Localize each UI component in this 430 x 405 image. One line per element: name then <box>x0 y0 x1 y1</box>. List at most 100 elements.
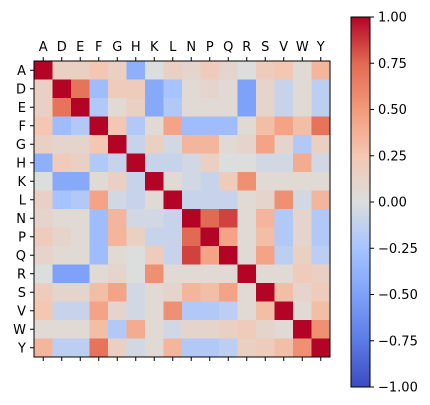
heatmap-cell-H-N <box>182 153 201 173</box>
heatmap-cell-G-V <box>274 135 294 154</box>
heatmap-cell-F-R <box>237 116 257 136</box>
heatmap-cell-R-D <box>52 264 72 284</box>
heatmap-cell-A-S <box>256 61 275 80</box>
colorbar-tick-label: −0.75 <box>378 334 418 349</box>
heatmap-cell-N-R <box>237 209 257 228</box>
heatmap-cell-K-A <box>34 172 53 191</box>
x-tick-label: Y <box>316 40 325 55</box>
colorbar-tick-label: 0.75 <box>378 57 407 72</box>
heatmap-cell-K-L <box>163 172 183 191</box>
heatmap-cell-W-N <box>182 320 201 339</box>
heatmap-cell-S-D <box>52 283 72 302</box>
heatmap-cell-F-L <box>163 116 183 136</box>
heatmap-cell-H-W <box>293 153 312 173</box>
heatmap-cell-G-H <box>126 135 146 154</box>
heatmap-cell-P-G <box>108 227 127 247</box>
heatmap-cell-R-P <box>200 264 220 284</box>
heatmap-cell-L-H <box>126 190 146 210</box>
heatmap-cell-Q-Q <box>219 246 238 265</box>
x-tick-label: L <box>169 40 177 55</box>
x-tick-label: A <box>39 40 48 55</box>
heatmap-cell-P-R <box>237 227 257 247</box>
colorbar-tick-label: 0.50 <box>378 103 407 118</box>
heatmap-cell-Y-L <box>163 338 183 358</box>
x-tick-label: Q <box>223 40 233 55</box>
y-tick-label: E <box>18 101 26 116</box>
heatmap-cell-N-L <box>163 209 183 228</box>
y-tick-label: D <box>16 82 26 97</box>
heatmap-cell-W-V <box>274 320 294 339</box>
heatmap-cell-L-A <box>34 190 53 210</box>
y-tick-label: R <box>17 267 26 282</box>
heatmap-cell-P-Y <box>311 227 331 247</box>
x-tick-label: R <box>242 40 251 55</box>
heatmap-cell-R-E <box>71 264 90 284</box>
heatmap-cell-A-W <box>293 61 312 80</box>
heatmap-cell-R-V <box>274 264 294 284</box>
heatmap-cell-H-D <box>52 153 72 173</box>
heatmap-cell-Q-S <box>256 246 275 265</box>
heatmap-cell-W-F <box>89 320 109 339</box>
heatmap-cell-Q-D <box>52 246 72 265</box>
heatmap-cell-L-S <box>256 190 275 210</box>
heatmap-cell-R-A <box>34 264 53 284</box>
heatmap-cell-D-D <box>52 79 72 99</box>
heatmap-cell-S-Y <box>311 283 331 302</box>
heatmap-cell-W-G <box>108 320 127 339</box>
heatmap-cell-L-F <box>89 190 109 210</box>
heatmap-cell-P-E <box>71 227 90 247</box>
heatmap-cell-G-P <box>200 135 220 154</box>
heatmap-cell-E-S <box>256 98 275 117</box>
heatmap-cell-H-K <box>145 153 164 173</box>
heatmap-cell-G-G <box>108 135 127 154</box>
heatmap-cell-Y-D <box>52 338 72 358</box>
heatmap-cell-V-Y <box>311 301 331 321</box>
x-tick-label: F <box>95 40 102 55</box>
heatmap-cell-S-W <box>293 283 312 302</box>
heatmap-cell-G-S <box>256 135 275 154</box>
heatmap-cell-A-N <box>182 61 201 80</box>
heatmap-cell-L-G <box>108 190 127 210</box>
heatmap-cell-G-Q <box>219 135 238 154</box>
heatmap-cell-N-H <box>126 209 146 228</box>
heatmap-cell-V-P <box>200 301 220 321</box>
heatmap-cell-Q-W <box>293 246 312 265</box>
heatmap-cell-Y-R <box>237 338 257 358</box>
heatmap-cell-A-Y <box>311 61 331 80</box>
heatmap-cell-K-N <box>182 172 201 191</box>
heatmap-cell-G-E <box>71 135 90 154</box>
heatmap-cell-H-H <box>126 153 146 173</box>
heatmap-cell-S-K <box>145 283 164 302</box>
heatmap-cell-F-W <box>293 116 312 136</box>
heatmap-cell-W-W <box>293 320 312 339</box>
heatmap-cell-A-L <box>163 61 183 80</box>
y-tick-label: K <box>17 175 26 190</box>
heatmap-cell-W-R <box>237 320 257 339</box>
heatmap-cell-Y-P <box>200 338 220 358</box>
heatmap-cell-N-Q <box>219 209 238 228</box>
colorbar-tick-label: 0.25 <box>378 149 407 164</box>
heatmap-cell-P-K <box>145 227 164 247</box>
heatmap-cell-E-W <box>293 98 312 117</box>
heatmap-cell-E-G <box>108 98 127 117</box>
heatmap-cell-Q-A <box>34 246 53 265</box>
x-tick-label: G <box>112 40 122 55</box>
heatmap-cell-H-A <box>34 153 53 173</box>
y-tick-label: N <box>16 212 26 227</box>
heatmap-cell-A-H <box>126 61 146 80</box>
colorbar: −1.00 −0.75 −0.50 −0.25 0.00 0.25 0.50 0.75 1.00 <box>350 11 418 396</box>
heatmap-cell-S-V <box>274 283 294 302</box>
heatmap-cell-V-F <box>89 301 109 321</box>
heatmap-cell-P-F <box>89 227 109 247</box>
heatmap-cell-F-Y <box>311 116 331 136</box>
heatmap-cell-E-A <box>34 98 53 117</box>
heatmap-cell-G-R <box>237 135 257 154</box>
heatmap-cell-D-R <box>237 79 257 99</box>
heatmap-cell-V-W <box>293 301 312 321</box>
heatmap-cell-E-P <box>200 98 220 117</box>
heatmap-cell-E-V <box>274 98 294 117</box>
heatmap-cell-E-N <box>182 98 201 117</box>
heatmap-cell-F-S <box>256 116 275 136</box>
heatmap-cell-P-D <box>52 227 72 247</box>
heatmap-cell-Y-H <box>126 338 146 358</box>
